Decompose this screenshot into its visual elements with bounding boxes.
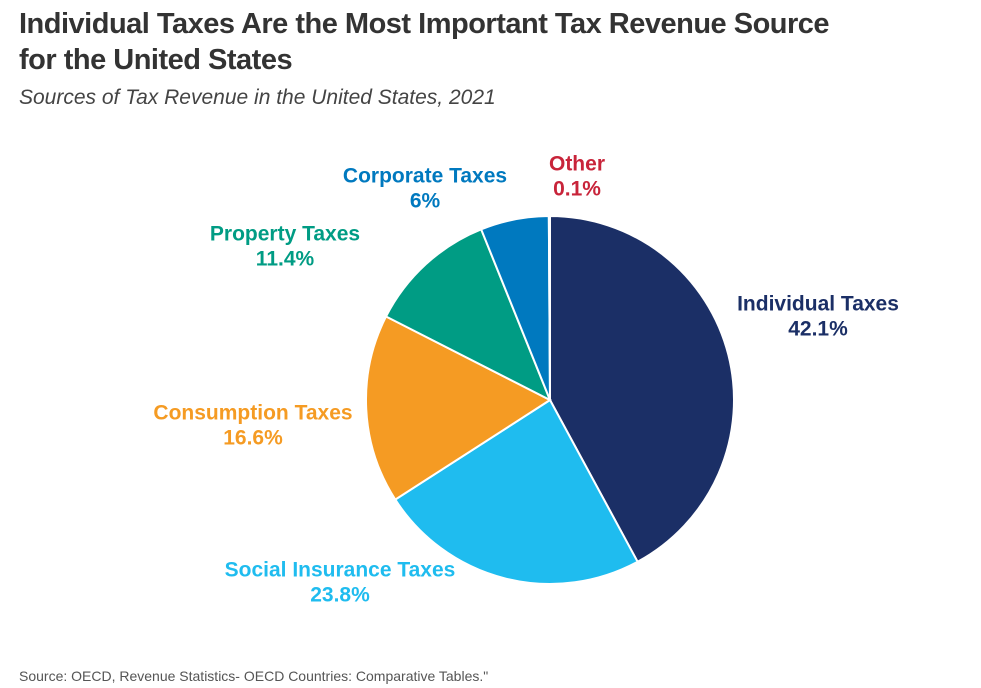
- slice-label: Property Taxes: [210, 223, 360, 246]
- title-line: for the United States: [19, 44, 293, 76]
- source-note: Source: OECD, Revenue Statistics- OECD C…: [19, 668, 489, 684]
- slice-value-label: 0.1%: [553, 178, 601, 201]
- slice-label: Corporate Taxes: [343, 165, 507, 188]
- slice-label: Consumption Taxes: [153, 402, 352, 425]
- slice-value-label: 16.6%: [223, 427, 283, 450]
- slice-label: Individual Taxes: [737, 293, 899, 316]
- pie-slice: [547, 214, 551, 401]
- slice-label: Other: [549, 153, 605, 176]
- pie-slice: [384, 228, 552, 403]
- chart-subtitle: Sources of Tax Revenue in the United Sta…: [19, 86, 496, 109]
- pie-slice: [393, 398, 639, 585]
- slice-label: Social Insurance Taxes: [225, 559, 456, 582]
- title-line: Individual Taxes Are the Most Important …: [19, 8, 830, 40]
- chart-title: Individual Taxes Are the Most Important …: [19, 6, 830, 78]
- slice-value-label: 6%: [410, 190, 441, 213]
- slice-value-label: 23.8%: [310, 584, 370, 607]
- pie-slice: [365, 315, 553, 501]
- slice-value-label: 42.1%: [788, 318, 848, 341]
- slice-value-label: 11.4%: [256, 248, 315, 271]
- pie-slice: [549, 214, 735, 564]
